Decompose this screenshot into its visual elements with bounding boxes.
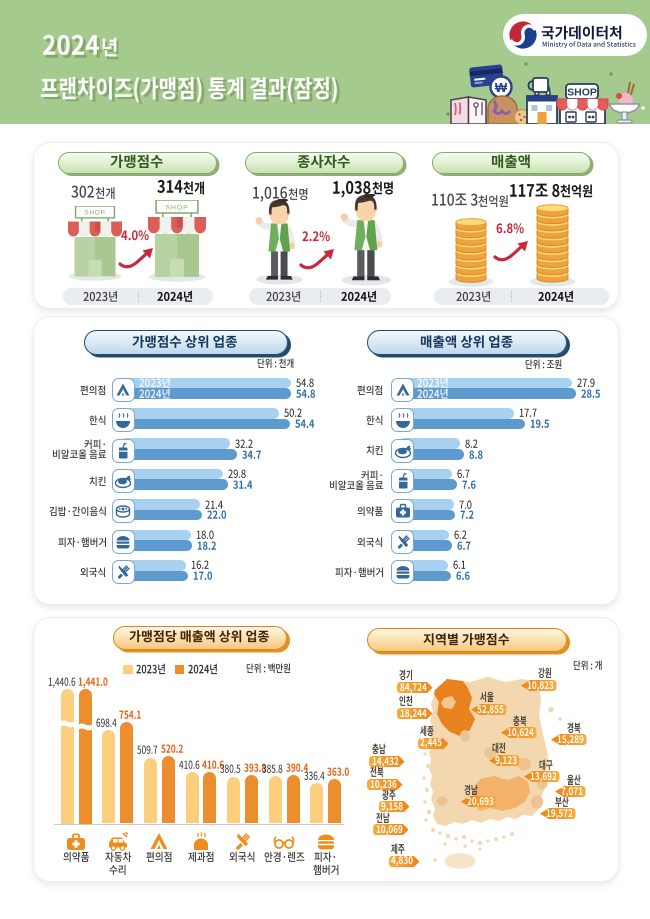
- svg-text:SHOP: SHOP: [567, 87, 597, 99]
- svg-text:₩: ₩: [495, 80, 508, 95]
- svg-text:SHOP: SHOP: [165, 204, 188, 211]
- svg-text:SHOP: SHOP: [84, 210, 106, 217]
